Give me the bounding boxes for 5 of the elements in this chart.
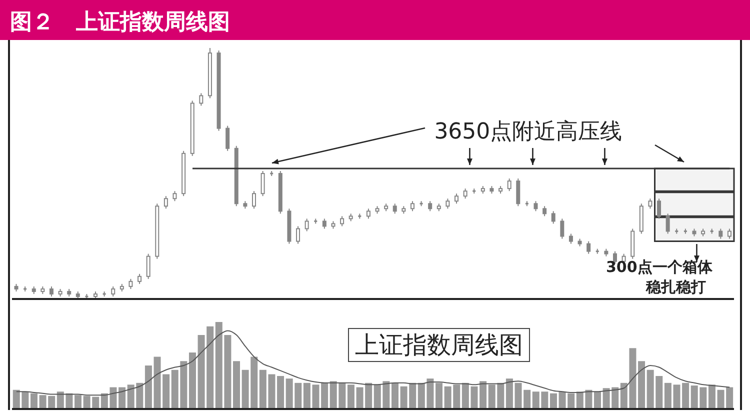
annotation: 上证指数周线图 <box>348 328 530 362</box>
ref-line-label: 3650点附近高压线 <box>434 119 622 144</box>
annotation: 稳扎稳打 <box>646 278 706 297</box>
annotation: 300点一个箱体 <box>606 258 712 277</box>
chart-title: 图２ 上证指数周线图 <box>10 9 230 37</box>
